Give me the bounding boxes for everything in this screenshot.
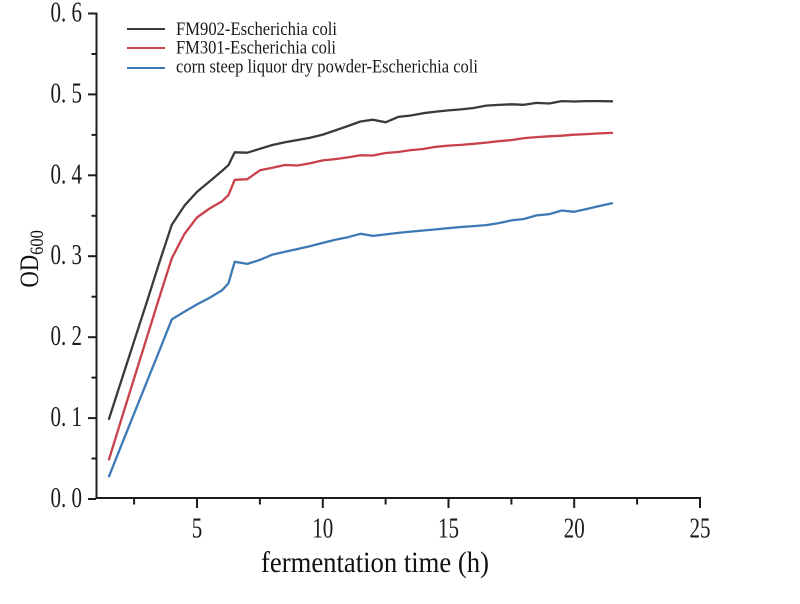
svg-text:FM902-Escherichia coli: FM902-Escherichia coli: [176, 19, 337, 40]
svg-text:0. 0: 0. 0: [51, 483, 82, 514]
svg-text:25: 25: [690, 514, 711, 545]
svg-text:10: 10: [312, 514, 333, 545]
svg-text:20: 20: [564, 514, 585, 545]
svg-text:corn steep liquor dry powder-E: corn steep liquor dry powder-Escherichia…: [176, 57, 478, 78]
svg-text:0. 4: 0. 4: [51, 160, 82, 191]
svg-text:15: 15: [438, 514, 459, 545]
svg-text:FM301-Escherichia coli: FM301-Escherichia coli: [176, 38, 336, 59]
svg-text:0. 5: 0. 5: [51, 79, 82, 110]
svg-text:0. 1: 0. 1: [51, 402, 82, 433]
svg-text:0. 2: 0. 2: [51, 321, 82, 352]
svg-text:0. 3: 0. 3: [51, 240, 82, 271]
svg-text:5: 5: [192, 514, 203, 545]
svg-text:fermentation time (h): fermentation time (h): [261, 546, 489, 579]
svg-text:0. 6: 0. 6: [51, 0, 82, 28]
